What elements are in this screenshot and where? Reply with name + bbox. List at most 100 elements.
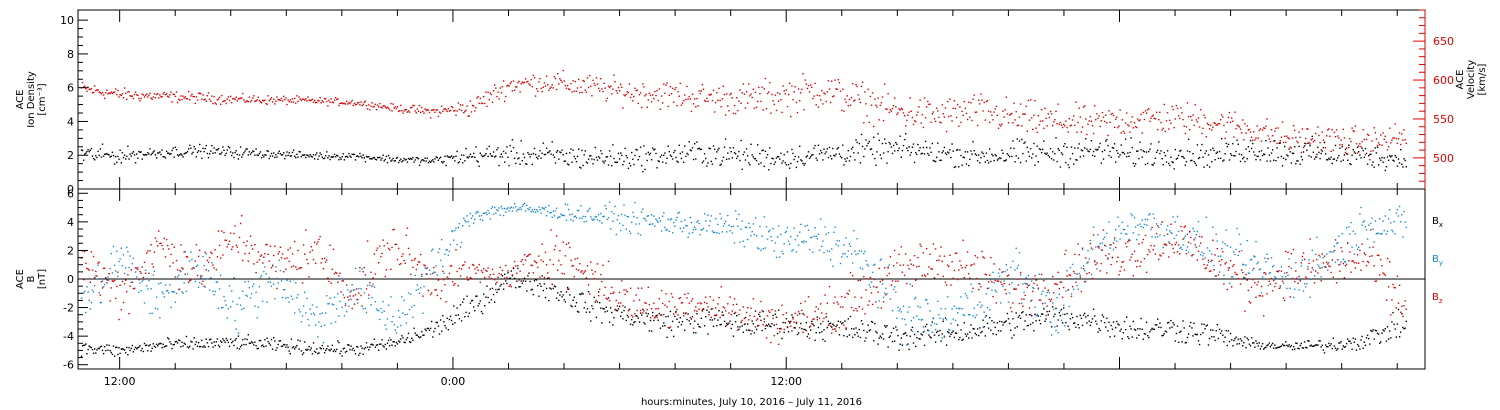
data-point — [151, 98, 153, 100]
data-point — [1145, 321, 1148, 323]
data-point — [604, 87, 606, 89]
data-point — [583, 154, 585, 156]
data-point — [89, 281, 91, 283]
data-point — [625, 319, 627, 322]
data-point — [249, 342, 252, 344]
data-point — [225, 304, 227, 306]
data-point — [1296, 160, 1298, 162]
data-point — [699, 92, 701, 95]
data-point — [1208, 337, 1211, 340]
data-point — [308, 156, 310, 158]
data-point — [142, 94, 145, 96]
data-point — [964, 292, 967, 295]
data-point — [1024, 320, 1026, 322]
data-point — [327, 303, 329, 305]
data-point — [683, 312, 685, 314]
data-point — [139, 270, 141, 273]
data-point — [249, 297, 252, 299]
data-point — [1233, 136, 1235, 138]
data-point — [938, 334, 940, 337]
data-point — [993, 159, 995, 162]
data-point — [772, 158, 774, 160]
data-point — [1016, 267, 1018, 269]
data-point — [125, 158, 127, 160]
data-point — [468, 115, 470, 117]
data-point — [134, 91, 137, 93]
data-point — [1061, 126, 1064, 129]
data-point — [1109, 121, 1111, 123]
data-point — [855, 83, 857, 86]
data-point — [793, 158, 795, 161]
data-point — [733, 312, 736, 315]
data-point — [449, 243, 452, 246]
data-point — [183, 97, 185, 99]
data-point — [513, 277, 516, 279]
data-point — [431, 250, 433, 252]
data-point — [321, 312, 323, 314]
data-point — [477, 305, 479, 307]
data-point — [1308, 155, 1310, 157]
data-point — [686, 318, 688, 321]
data-point — [653, 215, 655, 217]
data-point — [1384, 328, 1386, 330]
data-point — [129, 153, 131, 155]
series-by — [80, 201, 1407, 346]
data-point — [662, 325, 664, 327]
data-point — [1134, 226, 1137, 228]
data-point — [1088, 320, 1090, 322]
data-point — [513, 89, 516, 91]
data-point — [326, 100, 328, 103]
data-point — [1282, 157, 1285, 159]
data-point — [1078, 327, 1080, 329]
data-point — [200, 93, 202, 95]
data-point — [394, 106, 396, 108]
data-point — [392, 103, 394, 105]
data-point — [1069, 125, 1072, 127]
data-point — [1296, 342, 1298, 344]
data-point — [304, 341, 306, 343]
data-point — [1253, 255, 1255, 257]
data-point — [726, 322, 728, 325]
data-point — [106, 344, 108, 346]
data-point — [739, 159, 741, 162]
data-point — [1196, 121, 1199, 123]
data-point — [543, 82, 546, 84]
data-point — [1082, 265, 1085, 267]
data-point — [984, 335, 986, 337]
data-point — [256, 261, 258, 263]
data-point — [1229, 246, 1232, 248]
data-point — [155, 157, 158, 159]
data-point — [730, 225, 732, 228]
data-point — [519, 286, 521, 288]
data-point — [973, 94, 975, 96]
data-point — [108, 273, 110, 275]
data-point — [607, 164, 610, 166]
data-point — [340, 277, 342, 280]
data-point — [89, 346, 91, 348]
data-point — [723, 320, 726, 323]
data-point — [1090, 120, 1093, 123]
data-point — [1242, 345, 1244, 347]
data-point — [1182, 156, 1184, 158]
data-point — [758, 86, 760, 89]
data-point — [353, 102, 356, 105]
data-point — [885, 287, 887, 290]
data-point — [1352, 148, 1354, 151]
data-point — [947, 151, 949, 153]
data-point — [578, 209, 580, 212]
data-point — [354, 267, 357, 269]
data-point — [982, 326, 984, 329]
data-point — [1395, 137, 1397, 140]
data-point — [1256, 263, 1258, 265]
data-point — [323, 98, 326, 100]
data-point — [286, 279, 288, 282]
data-point — [1267, 147, 1269, 149]
data-point — [167, 95, 169, 97]
data-point — [266, 337, 268, 339]
data-point — [511, 90, 514, 92]
data-point — [680, 323, 683, 326]
data-point — [817, 144, 820, 146]
data-point — [164, 157, 167, 159]
data-point — [555, 88, 558, 91]
data-point — [1190, 321, 1192, 324]
